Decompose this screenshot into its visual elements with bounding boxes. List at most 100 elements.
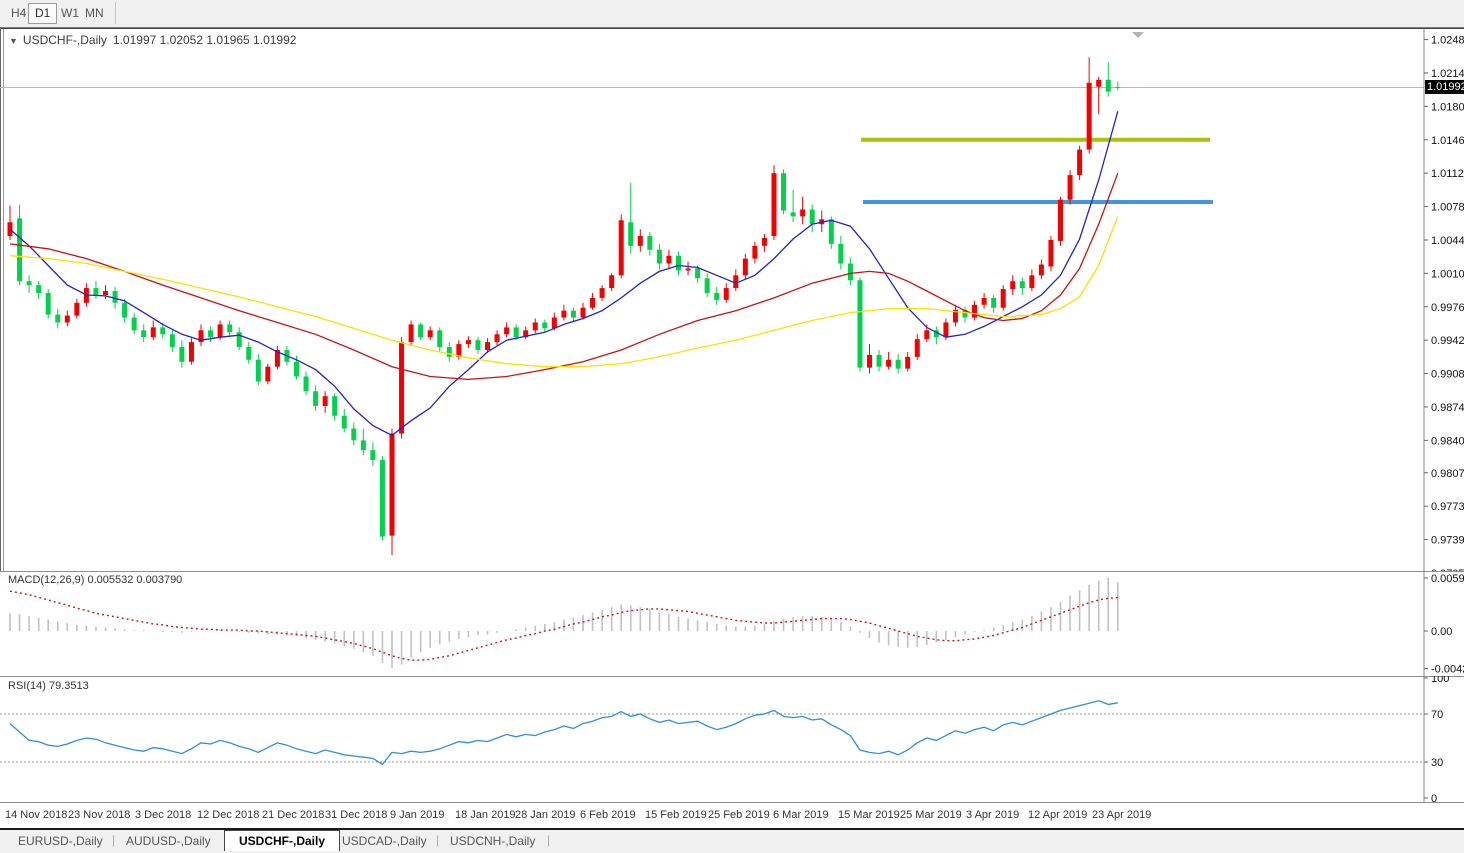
candle-body	[274, 349, 280, 367]
candle-body	[1067, 175, 1073, 200]
candle-body	[141, 330, 147, 338]
price-axis-label: 1.00440	[1431, 235, 1464, 247]
timeframe-button-w1[interactable]: W1	[61, 6, 79, 20]
macd-indicator-panel[interactable]: 0.005997 0.00 -0.004244	[0, 571, 1464, 676]
candle-body	[379, 459, 385, 537]
candle-body	[208, 330, 214, 338]
candle-body	[771, 173, 777, 237]
rsi-line	[9, 700, 1118, 766]
date-label: 12 Apr 2019	[1028, 809, 1088, 821]
price-axis-label: 1.01120	[1431, 168, 1464, 180]
candle-body	[599, 288, 605, 298]
candle-body	[246, 347, 252, 360]
date-label: 31 Dec 2018	[325, 809, 388, 821]
tab-separator: |	[112, 833, 116, 847]
chart-window-top-border	[0, 28, 1464, 29]
candle-body	[236, 332, 242, 348]
price-axis-label: 1.02480	[1431, 35, 1464, 47]
candle-body	[74, 302, 80, 316]
candle-body	[198, 330, 204, 343]
candle-body	[972, 304, 978, 318]
tab-usdcnh[interactable]: USDCNH-,Daily	[450, 834, 536, 848]
ma-fast-blue	[9, 111, 1119, 437]
candle-body	[1000, 289, 1006, 308]
candle-body	[360, 440, 366, 451]
candle-body	[485, 342, 490, 350]
candle-body	[847, 263, 853, 281]
candle-body	[590, 297, 596, 308]
candle-body	[160, 327, 166, 335]
candle-body	[322, 396, 328, 406]
chart-tab-bar: EURUSD-,Daily | AUDUSD-,Daily USDCHF-,Da…	[0, 828, 1464, 853]
chart-shift-marker-icon[interactable]	[1132, 32, 1144, 38]
candle-body	[17, 218, 23, 282]
candle-body	[532, 322, 538, 331]
tab-usdcad[interactable]: USDCAD-,Daily	[342, 834, 427, 848]
candle-body	[227, 324, 233, 333]
candle-body	[943, 322, 949, 338]
candle-body	[1096, 79, 1102, 87]
chart-window-left-border	[0, 27, 1, 827]
candle-body	[1058, 199, 1063, 241]
candle-body	[704, 278, 710, 294]
candle-body	[886, 359, 892, 367]
candle-body	[131, 317, 137, 331]
candle-body	[790, 212, 796, 217]
macd-axis-label: 0.00	[1431, 626, 1452, 638]
candle-body	[857, 280, 863, 368]
candle-body	[494, 334, 500, 343]
candle-body	[341, 415, 347, 429]
date-axis[interactable]: 14 Nov 2018 23 Nov 2018 3 Dec 2018 12 Dec 2…	[0, 802, 1464, 828]
candle-body	[179, 347, 185, 362]
candle-body	[313, 391, 319, 406]
timeframe-button-d1[interactable]: D1	[28, 3, 58, 24]
candle-body	[389, 433, 395, 536]
chart-title: ▼ USDCHF-,Daily 1.01997 1.02052 1.01965 1.…	[9, 33, 296, 47]
date-label: 3 Apr 2019	[966, 809, 1020, 821]
rsi-axis-label: 100	[1431, 676, 1449, 685]
macd-background	[0, 571, 1464, 676]
candle-body	[876, 354, 882, 367]
ma-mid-red	[9, 172, 1119, 381]
date-label: 18 Jan 2019	[455, 809, 516, 821]
candle-body	[618, 220, 624, 276]
tab-usdchf-active[interactable]: USDCHF-,Daily	[224, 830, 341, 851]
main-price-chart[interactable]: 1.02480 1.02140 1.01800 1.01460 1.01120 1.007…	[0, 29, 1464, 571]
macd-name: MACD(12,26,9)	[8, 574, 85, 586]
candle-body	[551, 317, 557, 329]
candle-body	[1077, 149, 1083, 176]
collapse-triangle-icon[interactable]: ▼	[9, 36, 18, 46]
candle-body	[504, 327, 510, 335]
candle-body	[418, 324, 424, 338]
candle-body	[1048, 239, 1054, 267]
timeframe-button-mn[interactable]: MN	[85, 6, 104, 20]
candle-body	[895, 359, 901, 369]
rsi-indicator-panel[interactable]: 100 70 30 0	[0, 676, 1464, 802]
rsi-axis-label: 30	[1431, 757, 1443, 769]
date-label: 9 Jan 2019	[390, 809, 445, 821]
candle-body	[867, 354, 872, 368]
tab-separator: |	[436, 833, 440, 847]
rsi-axis-label: 0	[1431, 793, 1437, 802]
timeframe-button-h4[interactable]: H4	[11, 6, 27, 20]
date-label: 23 Nov 2018	[68, 809, 131, 821]
rsi-label: RSI(14) 79.3513	[8, 680, 89, 692]
candle-body	[647, 236, 653, 250]
tab-eurusd[interactable]: EURUSD-,Daily	[18, 834, 103, 848]
ma-slow-yellow	[9, 216, 1119, 368]
date-label: 6 Feb 2019	[580, 809, 636, 821]
candle-body	[465, 340, 471, 345]
candle-body	[303, 376, 309, 392]
candle-body	[1010, 281, 1016, 290]
candle-body	[761, 237, 767, 246]
tab-separator: |	[547, 833, 551, 847]
tab-audusd[interactable]: AUDUSD-,Daily	[126, 834, 211, 848]
candle-body	[169, 334, 175, 348]
candle-body	[36, 285, 42, 294]
candle-body	[561, 310, 567, 318]
date-label: 15 Feb 2019	[645, 809, 707, 821]
